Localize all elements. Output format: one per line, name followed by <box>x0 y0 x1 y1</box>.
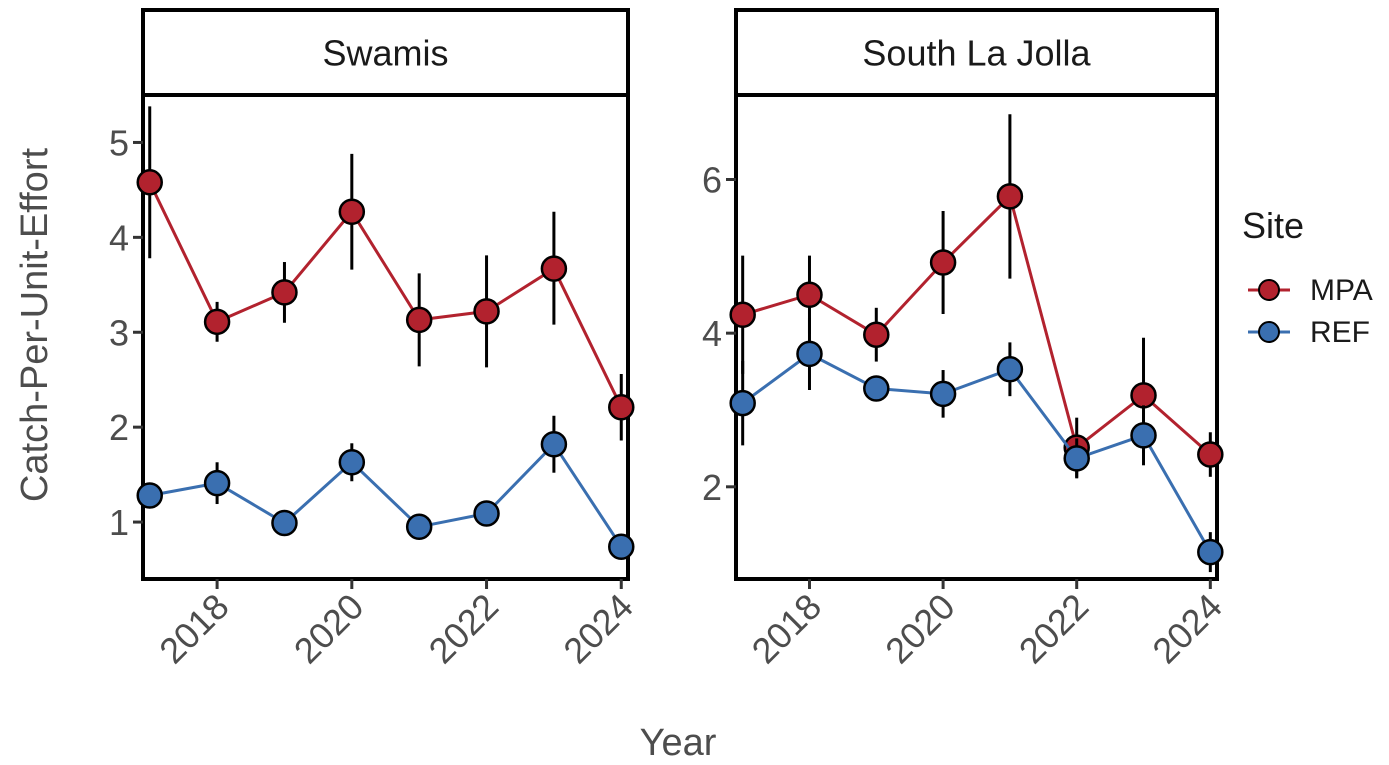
series-ref <box>729 317 1224 573</box>
data-point <box>1130 382 1157 409</box>
data-point <box>203 469 231 497</box>
series-mpa <box>136 106 635 441</box>
data-point <box>863 375 890 402</box>
y-tick-label: 5 <box>109 122 129 163</box>
series-ref <box>136 415 635 560</box>
data-point <box>929 380 957 408</box>
y-tick-label: 4 <box>702 313 722 354</box>
legend: Site MPA REF <box>1242 205 1373 349</box>
legend-label: REF <box>1310 316 1370 349</box>
x-tick-label: 2020 <box>877 586 963 672</box>
y-tick-label: 3 <box>109 312 129 353</box>
data-point <box>136 169 163 196</box>
x-tick-label: 2022 <box>421 586 507 672</box>
panel-border <box>734 93 1219 581</box>
x-tick-label: 2018 <box>151 586 237 672</box>
x-tick-label: 2024 <box>1144 586 1230 672</box>
x-tick-label: 2024 <box>555 586 641 672</box>
data-point <box>996 356 1024 383</box>
x-tick-label: 2022 <box>1011 586 1097 672</box>
data-point <box>796 340 823 368</box>
data-point <box>608 533 635 560</box>
legend-title: Site <box>1242 205 1304 246</box>
y-axis-title: Catch-Per-Unit-Effort <box>14 148 56 503</box>
data-point <box>203 308 231 336</box>
series-line <box>148 181 623 408</box>
y-tick-label: 2 <box>702 467 722 508</box>
y-tick-label: 6 <box>702 160 722 201</box>
data-point <box>996 183 1024 210</box>
axis-titles: Year Catch-Per-Unit-Effort <box>14 148 717 764</box>
data-point <box>136 482 163 509</box>
y-tick-label: 2 <box>109 407 129 448</box>
series-line <box>742 193 1212 456</box>
x-tick-label: 2018 <box>744 586 830 672</box>
data-point <box>863 321 890 348</box>
data-point <box>729 301 756 328</box>
series-mpa <box>729 114 1224 478</box>
x-tick-label: 2020 <box>286 586 372 672</box>
data-point <box>338 449 366 476</box>
data-point <box>405 306 433 334</box>
x-axis-title: Year <box>640 722 717 760</box>
panel-2: South La Jolla 2 4 6 2018 2020 2022 2024 <box>702 8 1230 672</box>
y-tick-label: 1 <box>109 502 129 543</box>
data-point <box>540 255 568 282</box>
legend-swatch <box>1258 279 1280 301</box>
data-point <box>1197 441 1224 468</box>
data-point <box>271 279 298 306</box>
strip-label: Swamis <box>322 33 448 74</box>
data-point <box>729 389 756 417</box>
data-point <box>929 249 957 276</box>
strip-box <box>734 8 1219 97</box>
data-point <box>473 500 500 527</box>
data-point <box>338 198 366 225</box>
legend-items: MPA REF <box>1248 274 1373 349</box>
data-point <box>271 509 298 537</box>
legend-swatch <box>1258 321 1280 343</box>
y-tick-label: 4 <box>109 217 129 258</box>
legend-entry-ref: REF <box>1248 316 1370 349</box>
panel-border <box>141 93 630 581</box>
data-point <box>1130 422 1157 449</box>
strip-box <box>141 8 630 97</box>
data-point <box>1197 538 1224 566</box>
data-point <box>473 298 500 325</box>
legend-label: MPA <box>1310 274 1373 307</box>
panel-1: Swamis 1 2 3 4 5 2018 2020 2022 2024 <box>109 8 641 672</box>
strip-label: South La Jolla <box>862 33 1091 74</box>
data-point <box>1063 445 1090 472</box>
data-point <box>608 393 635 421</box>
data-point <box>796 281 823 308</box>
data-point <box>405 513 433 541</box>
data-point <box>540 430 568 458</box>
legend-entry-mpa: MPA <box>1248 274 1373 307</box>
